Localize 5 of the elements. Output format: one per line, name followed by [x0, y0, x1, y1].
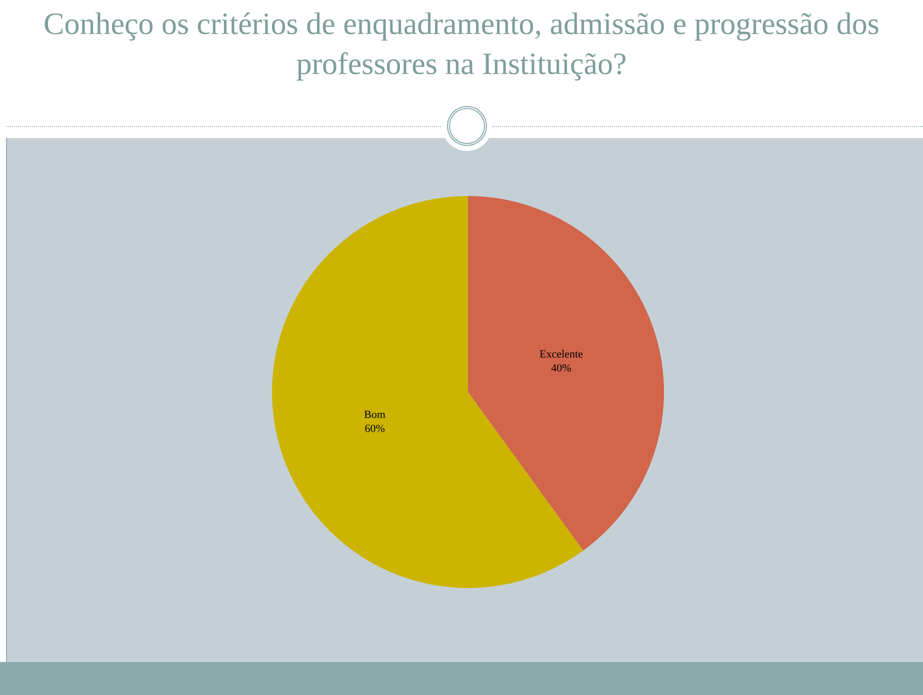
data-label: 40%: [551, 362, 572, 375]
slice-label: Bom: [364, 409, 386, 422]
data-label: 60%: [364, 423, 385, 436]
chart-title: Conheço os critérios de enquadramento, admissão e progressão dos professores na Instituição?: [42, 5, 880, 83]
slice-label: Excelente: [540, 348, 583, 361]
